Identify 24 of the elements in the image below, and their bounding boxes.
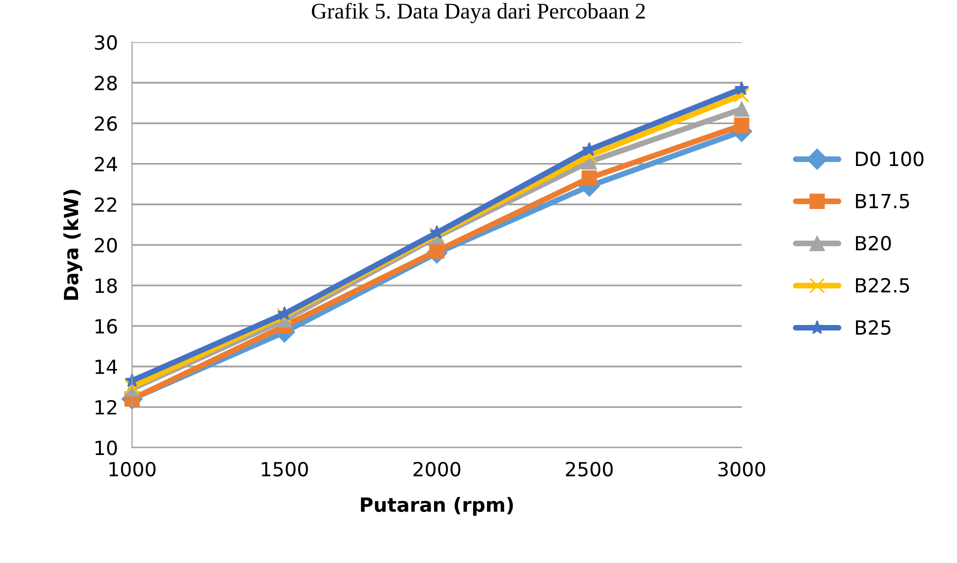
y-axis-title: Daya (kW): [63, 190, 82, 300]
y-tick-label: 22: [94, 197, 116, 212]
legend-label: B25: [856, 320, 890, 335]
y-tick-label: 24: [94, 156, 118, 172]
legend-label: B22.5: [856, 278, 910, 293]
y-tick-label: 20: [94, 238, 117, 253]
y-tick-label: 10: [96, 440, 117, 456]
chart-title: Grafik 5. Data Daya dari Percobaan 2: [312, 2, 645, 24]
y-tick-label: 18: [96, 278, 117, 294]
y-tick-label: 26: [94, 116, 117, 131]
legend-label: B20: [856, 236, 891, 251]
y-tick-label: 12: [96, 400, 116, 414]
x-tick-label: 1500: [262, 462, 308, 477]
x-tick-label: 2500: [566, 462, 613, 477]
legend-label: D0 100: [856, 152, 924, 166]
y-tick-label: 30: [94, 35, 117, 50]
x-tick-label: 3000: [718, 462, 766, 477]
x-axis-title: Putaran (rpm): [360, 496, 513, 516]
y-tick-label: 16: [96, 318, 117, 334]
x-tick-label: 2000: [414, 462, 460, 477]
y-tick-label: 28: [94, 76, 117, 90]
legend-label: B17.5: [856, 194, 910, 208]
y-tick-label: 14: [96, 360, 118, 374]
x-tick-label: 1000: [109, 462, 156, 477]
